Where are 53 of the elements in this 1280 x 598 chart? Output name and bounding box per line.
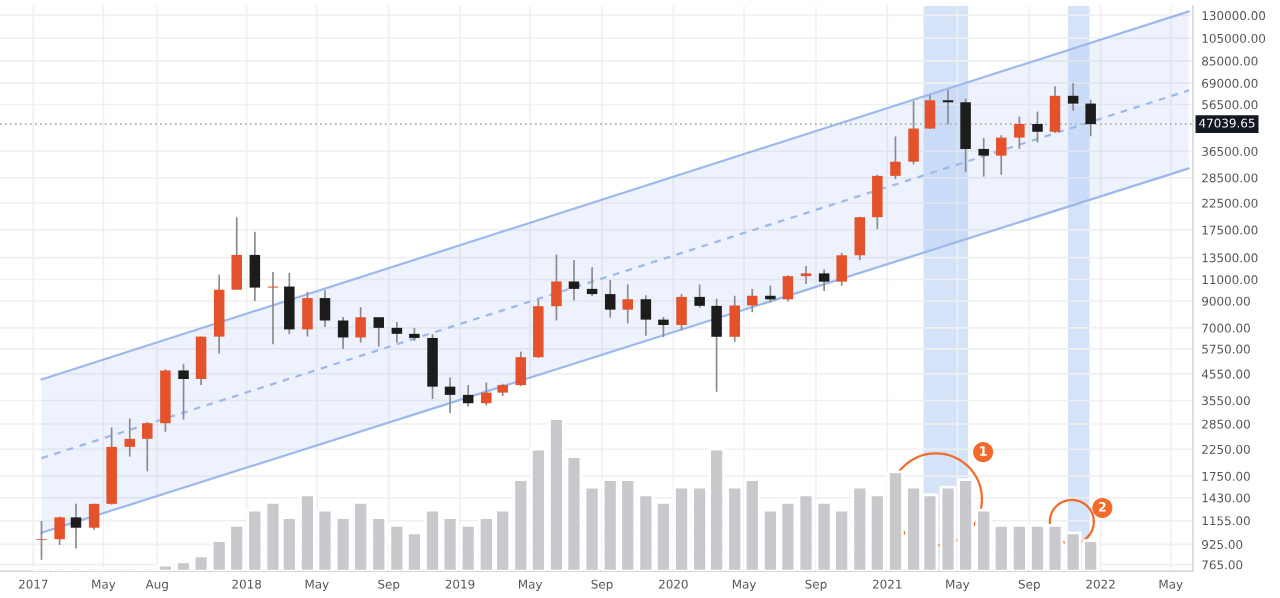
candlestick bbox=[872, 173, 883, 231]
candlestick bbox=[836, 252, 847, 287]
candlestick bbox=[978, 137, 989, 178]
candlestick bbox=[1032, 110, 1043, 144]
candlestick bbox=[1067, 82, 1079, 112]
candlestick bbox=[302, 291, 313, 338]
candlestick bbox=[729, 294, 740, 343]
candlestick bbox=[908, 100, 919, 166]
candlestick bbox=[355, 306, 366, 344]
candlestick bbox=[568, 259, 580, 302]
candlestick bbox=[800, 265, 812, 285]
candlestick bbox=[444, 376, 456, 415]
candlestick bbox=[178, 363, 189, 421]
candlestick bbox=[694, 283, 705, 309]
candlestick bbox=[782, 274, 794, 303]
candlestick bbox=[854, 215, 866, 261]
candlestick bbox=[622, 283, 634, 325]
candlestick bbox=[373, 316, 385, 348]
candlestick bbox=[249, 230, 261, 302]
candlestick bbox=[995, 134, 1007, 176]
candlestick bbox=[604, 279, 616, 319]
candlestick bbox=[551, 253, 562, 322]
candlestick bbox=[36, 520, 47, 561]
candlestick bbox=[640, 294, 652, 337]
candlestick bbox=[942, 88, 954, 126]
candlestick bbox=[960, 97, 971, 174]
candlestick bbox=[658, 316, 669, 338]
candlestick bbox=[1014, 115, 1025, 150]
candlestick bbox=[195, 335, 207, 386]
candlestick bbox=[70, 503, 82, 550]
candlestick bbox=[88, 503, 100, 531]
candlestick bbox=[924, 94, 936, 130]
candlestick bbox=[462, 384, 474, 408]
candlestick bbox=[818, 268, 830, 292]
candlestick bbox=[746, 288, 758, 314]
candlestick bbox=[1049, 85, 1061, 134]
candlestick bbox=[1085, 98, 1096, 138]
candlestick bbox=[213, 273, 225, 355]
candlestick bbox=[337, 316, 349, 350]
candlestick bbox=[676, 293, 687, 331]
candlestick bbox=[319, 289, 331, 328]
candlestick bbox=[142, 421, 153, 473]
candlestick bbox=[124, 417, 136, 458]
candlestick bbox=[586, 266, 598, 298]
candlestick bbox=[711, 297, 722, 393]
candlestick bbox=[54, 515, 65, 546]
candlestick bbox=[481, 381, 492, 407]
candlestick bbox=[890, 135, 901, 180]
candlestick bbox=[267, 271, 279, 346]
candlestick bbox=[515, 350, 527, 387]
candlestick bbox=[391, 321, 403, 344]
candlestick bbox=[231, 216, 242, 291]
candlestick bbox=[284, 272, 295, 335]
